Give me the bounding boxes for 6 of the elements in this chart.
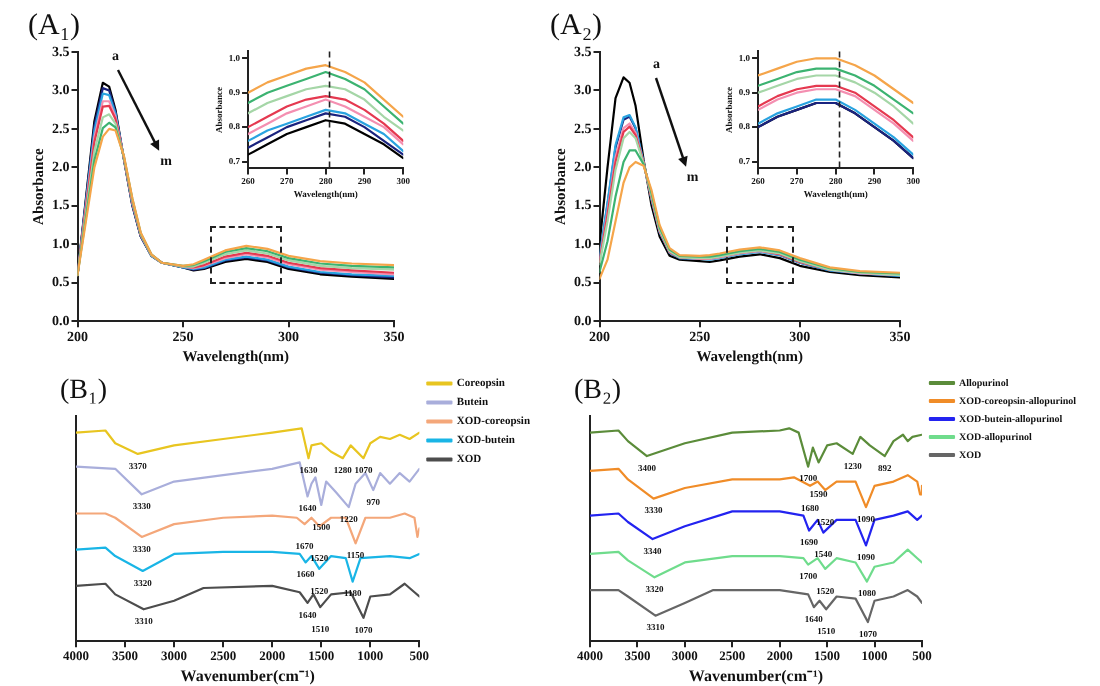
chart-title: (A₁) [28,9,81,42]
chart-title: (A₂) [550,9,603,42]
chart-title: (B₂) [574,376,622,407]
x-axis-title: Wavenumber(cm⁻¹) [180,666,316,685]
x-axis-title: Wavenumber(cm⁻¹) [688,666,824,685]
chart-title: (B₁) [60,376,108,407]
